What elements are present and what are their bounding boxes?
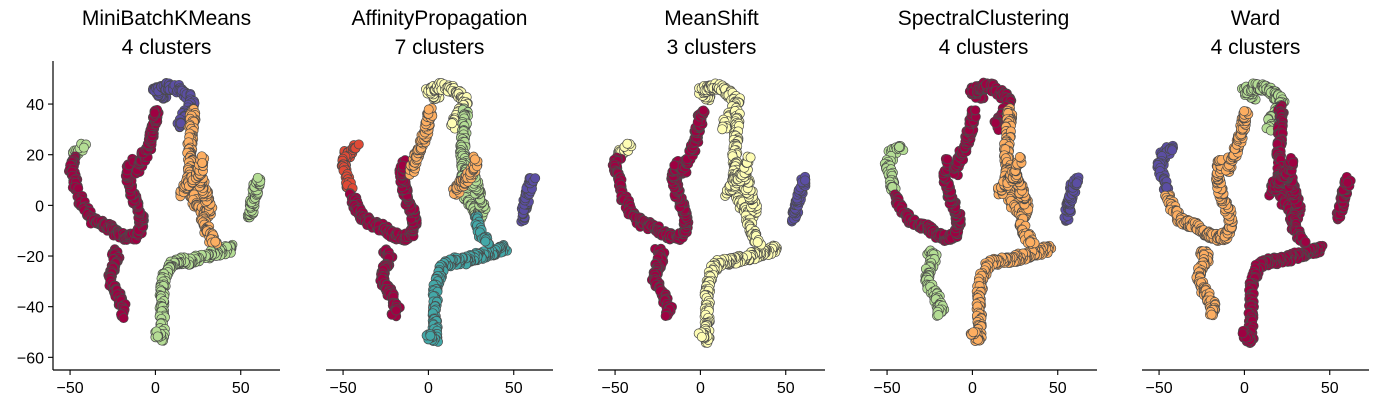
- scatter-point: [425, 330, 436, 341]
- panel-title-line2: 4 clusters: [122, 36, 212, 59]
- scatter-point: [1071, 178, 1082, 189]
- x-tick-label: 0: [424, 380, 433, 397]
- scatter-point: [800, 175, 811, 186]
- y-tick-label: −20: [17, 249, 44, 266]
- y-tick-label: −40: [17, 300, 44, 317]
- scatter-point: [78, 142, 89, 153]
- scatter-point: [149, 108, 160, 119]
- x-tick-label: −50: [601, 380, 628, 397]
- panel-title-line1: MeanShift: [664, 7, 759, 30]
- y-tick-label: 0: [35, 198, 44, 215]
- scatter-point: [447, 118, 458, 129]
- scatter-point: [745, 152, 756, 163]
- x-tick-label: 50: [777, 380, 795, 397]
- scatter-point: [717, 124, 728, 135]
- scatter-point: [197, 157, 208, 168]
- scatter-points: [336, 78, 541, 347]
- panel-title-line1: SpectralClustering: [898, 7, 1070, 30]
- y-tick-label: −60: [17, 350, 44, 367]
- x-tick-label: 0: [151, 380, 160, 397]
- scatter-point: [353, 139, 364, 150]
- y-tick-label: 20: [26, 148, 44, 165]
- scatter-point: [622, 138, 633, 149]
- x-tick-label: 50: [232, 380, 250, 397]
- x-tick-label: 50: [505, 380, 523, 397]
- scatter-point: [752, 237, 763, 248]
- scatter-point: [152, 331, 163, 342]
- panel-title-line2: 4 clusters: [939, 36, 1029, 59]
- scatter-point: [1014, 152, 1025, 162]
- scatter-points: [879, 77, 1084, 346]
- scatter-point: [252, 172, 263, 183]
- scatter-point: [423, 104, 434, 115]
- panel-1: MiniBatchKMeans 4 clusters −50 0 50 −60 −40 −20…: [17, 7, 280, 397]
- x-tick-label: −50: [329, 380, 356, 397]
- panel-title-line2: 3 clusters: [667, 36, 757, 59]
- scatter-points: [607, 78, 811, 348]
- x-tick-label: 0: [696, 380, 705, 397]
- scatter-point: [118, 313, 129, 324]
- panel-title-line1: MiniBatchKMeans: [82, 7, 251, 30]
- scatter-point: [990, 118, 1001, 129]
- scatter-point: [391, 305, 402, 316]
- scatter-point: [660, 311, 671, 321]
- panel-title-line2: 7 clusters: [395, 36, 485, 59]
- panel-3: MeanShift 3 clusters −50 0 50: [598, 7, 825, 397]
- scatter-point: [698, 105, 709, 116]
- scatter-point: [210, 236, 221, 247]
- scatter-point: [894, 142, 905, 152]
- scatter-points: [63, 78, 266, 346]
- x-tick-label: −50: [56, 380, 83, 397]
- scatter-point: [480, 236, 491, 247]
- scatter-point: [469, 154, 480, 165]
- scatter-point: [530, 173, 541, 184]
- scatter-point: [933, 310, 944, 321]
- scatter-point: [696, 331, 707, 342]
- y-tick-label: 40: [26, 97, 44, 114]
- panel-title-line1: AffinityPropagation: [352, 7, 528, 30]
- scatter-point: [970, 105, 981, 116]
- panel-2: AffinityPropagation 7 clusters −50 0 50: [326, 7, 553, 397]
